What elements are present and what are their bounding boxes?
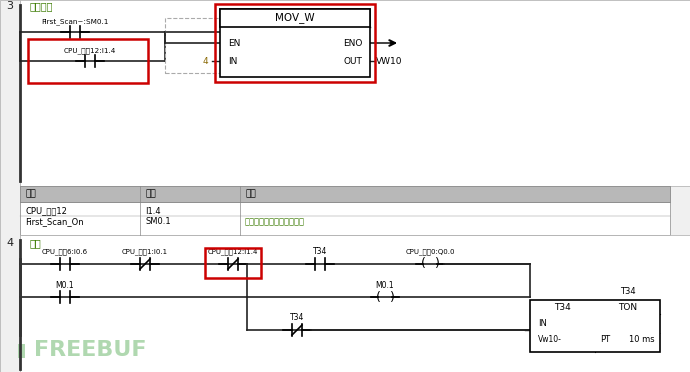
Text: First_Scan_On: First_Scan_On — [25, 218, 83, 227]
Text: CPU_输兡12:I1.4: CPU_输兡12:I1.4 — [63, 48, 116, 54]
Text: PT: PT — [600, 336, 610, 344]
Text: 地址: 地址 — [145, 189, 156, 199]
Bar — [20, 235, 690, 372]
Text: 默认模式: 默认模式 — [30, 1, 54, 11]
Text: CPU_输入6:I0.6: CPU_输入6:I0.6 — [42, 248, 88, 255]
Bar — [0, 0, 20, 372]
Bar — [205, 248, 261, 278]
Text: I1.4: I1.4 — [145, 206, 161, 215]
Text: 运行: 运行 — [30, 238, 42, 248]
Text: T34: T34 — [313, 247, 327, 257]
Bar — [220, 9, 370, 77]
Text: 3: 3 — [6, 1, 14, 11]
Text: M0.1: M0.1 — [375, 280, 394, 289]
Text: ): ) — [435, 257, 440, 270]
Text: 4: 4 — [202, 57, 208, 65]
Text: EN: EN — [228, 38, 240, 48]
Text: CPU_输入1:I0.1: CPU_输入1:I0.1 — [122, 248, 168, 255]
Bar — [215, 4, 375, 82]
Text: CPU_输兡12: CPU_输兡12 — [25, 206, 67, 215]
Text: First_Scan~:SM0.1: First_Scan~:SM0.1 — [41, 19, 109, 25]
Text: T34: T34 — [554, 302, 571, 311]
Text: ): ) — [390, 291, 395, 304]
Text: 仅在第一个扫描周期时接通: 仅在第一个扫描周期时接通 — [245, 218, 305, 227]
Text: MOV_W: MOV_W — [275, 13, 315, 23]
Text: IN: IN — [228, 57, 237, 65]
Text: (: ( — [375, 291, 380, 304]
Text: TON: TON — [618, 302, 637, 311]
Text: Vw10-: Vw10- — [538, 336, 562, 344]
Text: 注释: 注释 — [245, 189, 256, 199]
Text: SM0.1: SM0.1 — [145, 218, 170, 227]
Bar — [220, 9, 370, 27]
Bar — [26, 344, 33, 358]
Text: (: ( — [421, 257, 426, 270]
Text: IN: IN — [538, 320, 547, 328]
Text: FREEBUF: FREEBUF — [34, 340, 146, 360]
Text: T34: T34 — [290, 314, 304, 323]
Text: CPU_输出0:Q0.0: CPU_输出0:Q0.0 — [405, 248, 455, 255]
Text: 4: 4 — [6, 238, 14, 248]
Bar — [20, 186, 670, 202]
Bar — [20, 186, 670, 235]
Text: ENO: ENO — [343, 38, 362, 48]
Text: T34: T34 — [620, 288, 635, 296]
Bar — [18, 344, 25, 358]
Text: VW10: VW10 — [376, 57, 402, 65]
Text: OUT: OUT — [343, 57, 362, 65]
Text: CPU_输入12:I1.4: CPU_输入12:I1.4 — [208, 248, 258, 255]
Bar — [165, 18, 220, 73]
Bar — [20, 0, 690, 186]
Bar — [530, 300, 660, 352]
Text: M0.1: M0.1 — [56, 280, 75, 289]
Text: 符号: 符号 — [25, 189, 36, 199]
Bar — [28, 39, 148, 83]
Text: 10 ms: 10 ms — [629, 336, 655, 344]
